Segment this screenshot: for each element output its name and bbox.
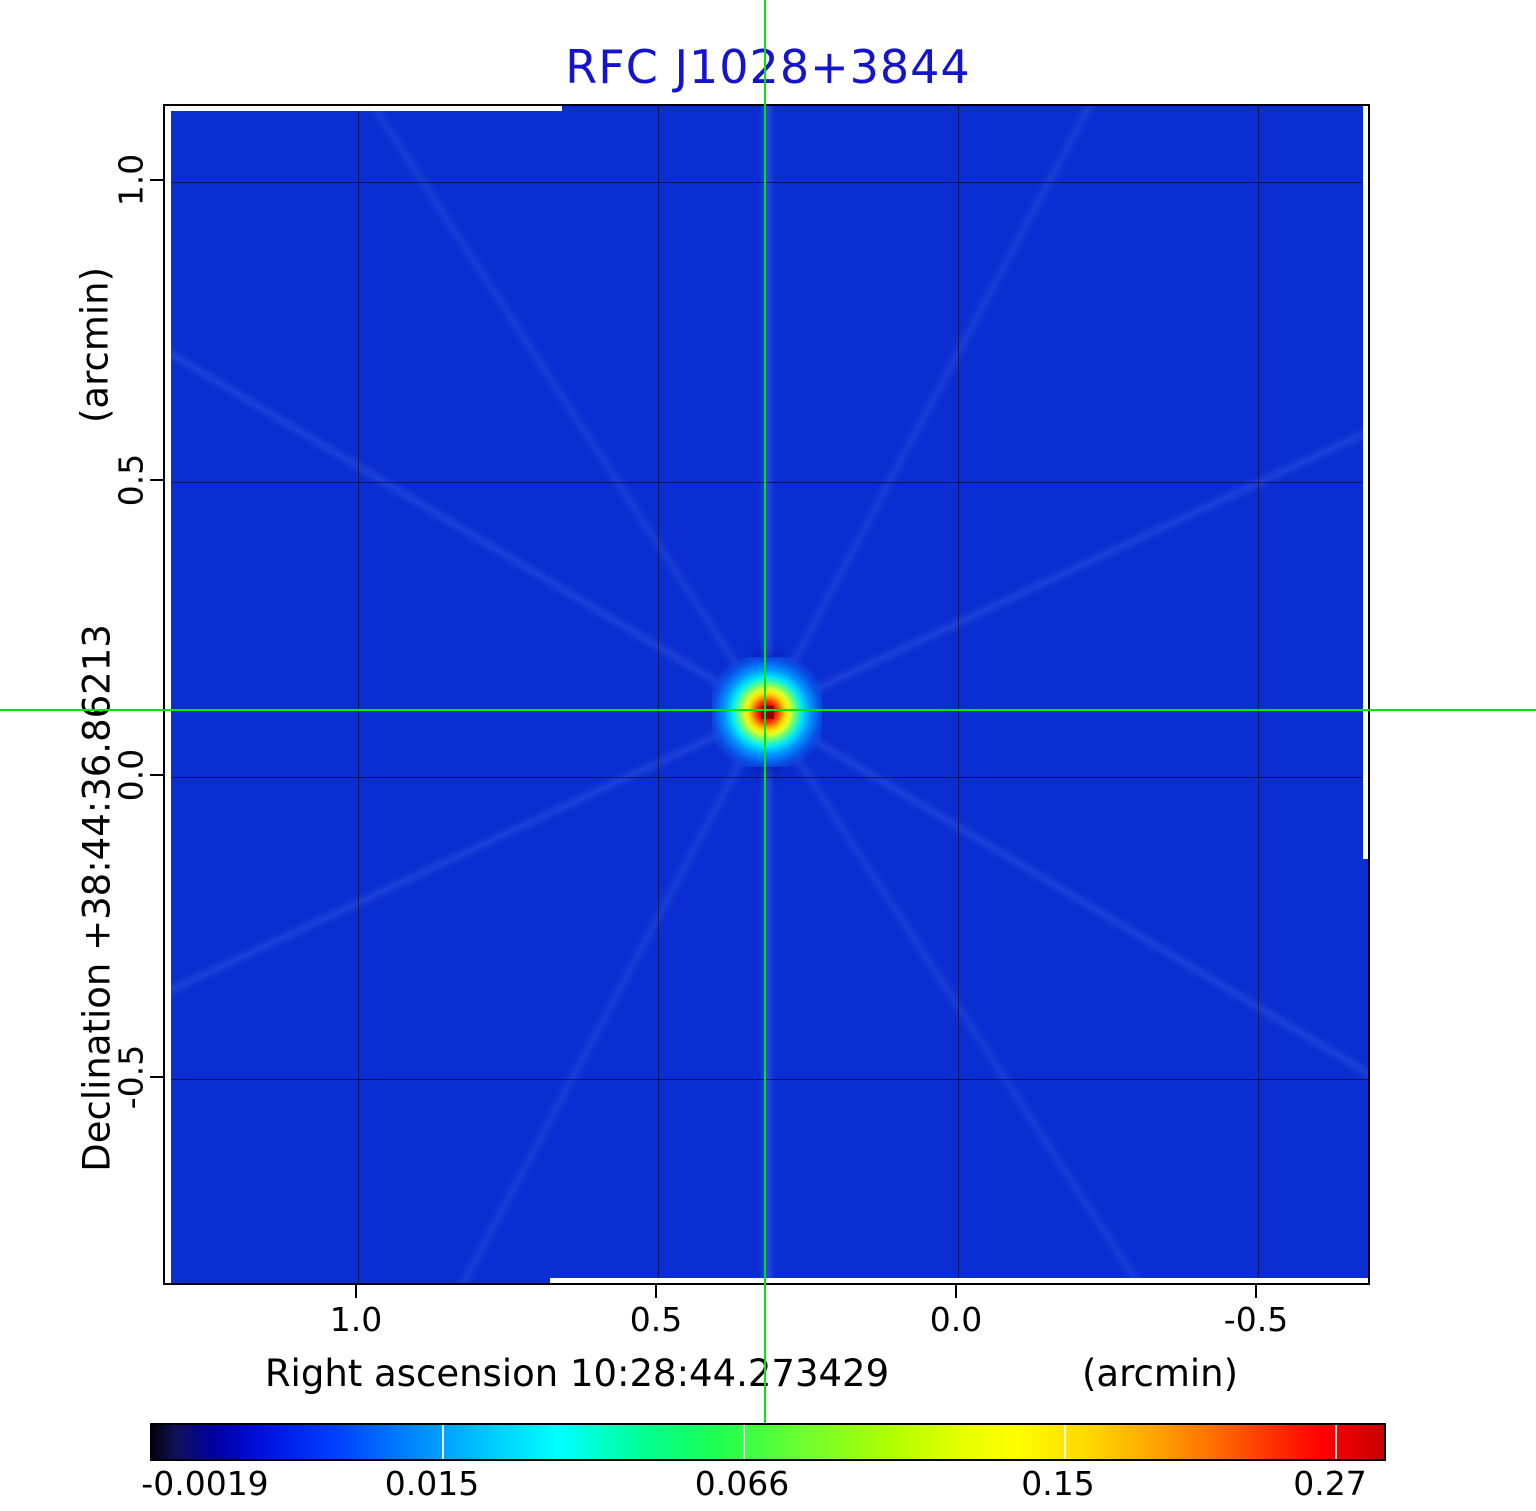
x-tick-label: 1.0 xyxy=(329,1300,383,1339)
gridline-vertical xyxy=(958,106,959,1283)
x-axis-tick-mark xyxy=(355,1285,357,1298)
x-axis-label: Right ascension 10:28:44.273429 xyxy=(264,1352,890,1395)
y-axis-tick-mark xyxy=(150,1076,163,1078)
map-edge-blank xyxy=(1363,106,1368,860)
colorbar-tick-mark xyxy=(441,1425,444,1459)
colorbar-tick-label: 0.066 xyxy=(694,1464,790,1503)
y-axis-tick-mark xyxy=(150,774,163,776)
x-axis-tick-mark xyxy=(955,1285,957,1298)
y-tick-label: -0.5 xyxy=(111,1044,151,1110)
y-tick-label: 1.0 xyxy=(111,153,151,207)
sky-map xyxy=(163,104,1370,1285)
gridline-vertical xyxy=(358,106,359,1283)
x-axis-tick-mark xyxy=(655,1285,657,1298)
colorbar-tick-mark xyxy=(1334,1425,1337,1459)
plot-title: RFC J1028+3844 xyxy=(565,40,971,94)
y-axis-tick-mark xyxy=(150,479,163,481)
colorbar xyxy=(150,1423,1386,1461)
gridline-horizontal xyxy=(165,482,1368,483)
radio-source-core xyxy=(761,706,774,719)
colorbar-tick-label: -0.0019 xyxy=(141,1464,269,1503)
y-tick-label: 0.0 xyxy=(111,748,151,802)
gridline-vertical xyxy=(658,106,659,1283)
gridline-vertical xyxy=(1258,106,1259,1283)
gridline-horizontal xyxy=(165,777,1368,778)
colorbar-tick-label: 0.015 xyxy=(384,1464,480,1503)
x-tick-label: 0.5 xyxy=(629,1300,683,1339)
gridline-horizontal xyxy=(165,1079,1368,1080)
x-axis-unit: (arcmin) xyxy=(1081,1352,1239,1395)
map-edge-blank xyxy=(165,106,562,111)
y-tick-label: 0.5 xyxy=(111,453,151,507)
map-edge-blank xyxy=(549,1278,1368,1283)
map-edge-blank xyxy=(165,106,171,1283)
crosshair-horizontal-line xyxy=(0,709,1536,711)
x-tick-label: 0.0 xyxy=(929,1300,983,1339)
crosshair-vertical-line xyxy=(764,0,766,1423)
colorbar-tick-mark xyxy=(1063,1425,1066,1459)
gridline-horizontal xyxy=(165,182,1368,183)
y-axis-tick-mark xyxy=(150,179,163,181)
x-tick-label: -0.5 xyxy=(1223,1300,1289,1339)
colorbar-tick-label: 0.27 xyxy=(1293,1464,1367,1503)
y-axis-unit: (arcmin) xyxy=(73,266,117,424)
colorbar-tick-label: 0.15 xyxy=(1021,1464,1095,1503)
x-axis-tick-mark xyxy=(1255,1285,1257,1298)
colorbar-tick-mark xyxy=(743,1425,746,1459)
